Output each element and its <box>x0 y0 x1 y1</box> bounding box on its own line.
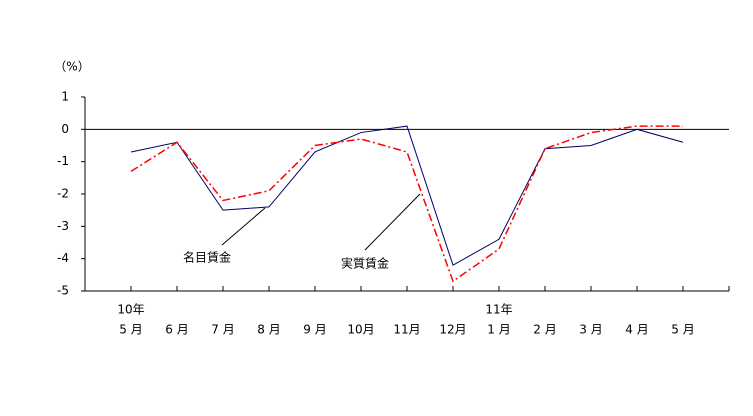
y-unit-label: （%） <box>54 60 89 74</box>
x-tick-label: 8 月 <box>257 323 280 337</box>
leader-line <box>364 193 421 251</box>
x-tick-label: 4 月 <box>625 323 648 337</box>
y-tick-label: -2 <box>57 187 69 201</box>
x-tick-label: 5 月 <box>119 323 142 337</box>
y-tick-label: -3 <box>57 219 69 233</box>
series-line <box>130 125 684 266</box>
x-tick-label: 5 月 <box>671 323 694 337</box>
y-tick-label: 1 <box>61 90 69 104</box>
x-tick-label: 3 月 <box>579 323 602 337</box>
x-tick-label: 6 月 <box>165 323 188 337</box>
y-tick-label: -4 <box>57 251 69 265</box>
y-tick-label: -1 <box>57 154 69 168</box>
x-tick-label: 1 月 <box>487 323 510 337</box>
x-tick-label: 12月 <box>439 323 466 337</box>
year-label: 10年 <box>117 303 144 317</box>
leader-line <box>221 207 266 246</box>
y-tick-label: -5 <box>57 284 69 298</box>
series-label: 名目賃金 <box>183 250 231 265</box>
year-label: 11年 <box>485 303 512 317</box>
series-label: 実質賃金 <box>341 256 389 271</box>
x-tick-label: 10月 <box>347 323 374 337</box>
x-tick-label: 2 月 <box>533 323 556 337</box>
x-tick-label: 11月 <box>393 323 420 337</box>
x-tick-label: 9 月 <box>303 323 326 337</box>
series-line <box>130 125 683 283</box>
y-tick-label: 0 <box>61 122 69 136</box>
x-tick-label: 7 月 <box>211 323 234 337</box>
